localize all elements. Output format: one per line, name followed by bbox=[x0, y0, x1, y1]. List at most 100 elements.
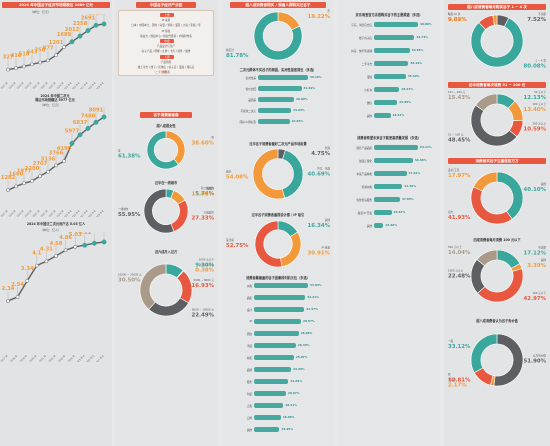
d_c3c-name-0: 其他 bbox=[325, 218, 331, 222]
col1-chart1-unit: （单位：亿元） bbox=[30, 10, 52, 14]
d_gender-name-0: 男 bbox=[211, 135, 214, 139]
c3bar1-value-1: 31.50% bbox=[303, 86, 316, 91]
c1-point-9 bbox=[77, 33, 83, 39]
d_c5e-value-1: 2.17% bbox=[448, 383, 467, 389]
c3-label-0: 2.34 bbox=[2, 286, 15, 292]
c1-point-6 bbox=[54, 53, 58, 58]
c4bar2-value-2: 47.42% bbox=[408, 171, 421, 176]
d_gender-value-0: 38.60% bbox=[192, 140, 215, 146]
c4bar2-label-2: 丰富产品种类 bbox=[356, 172, 372, 176]
c4bar1-value-1: 44.73% bbox=[416, 35, 428, 40]
c3bar2-label-4: 周边 bbox=[246, 332, 252, 336]
d_c3b-name-1: 中立、乐观 bbox=[317, 166, 330, 170]
d_c5c-slice-2 bbox=[473, 171, 498, 192]
chain-line-0: 上游 bbox=[160, 13, 174, 17]
c2-point-7 bbox=[62, 159, 66, 164]
d_c5a-value-0: 7.52% bbox=[527, 17, 546, 23]
d_city-name-3: 一线城市 bbox=[118, 207, 129, 211]
d_c5e-name-1: 不知道 bbox=[448, 378, 456, 382]
c3-point-10 bbox=[101, 239, 107, 245]
col4-bar1: 京东、淘宝官方店 48.80% 线下谷子店 44.73% 抖音、快手等直播 39.55% 二… bbox=[338, 22, 440, 132]
c3bar2-label-3: IP bbox=[249, 319, 252, 323]
d_city-slice-3 bbox=[143, 188, 175, 234]
c3-tick-6: 2023 年 bbox=[57, 353, 67, 362]
chain-line-4: 版权方 / 授权中心 / 授权代理商 / 内容制作商 bbox=[140, 34, 192, 38]
c3bar2-label-11: 口碑 bbox=[246, 416, 252, 420]
chain-line-11: 消费者 bbox=[162, 71, 170, 75]
d_c5e-name-2: 否 bbox=[448, 373, 451, 377]
d_c5c-slice-0 bbox=[496, 171, 524, 220]
d_c5c-name-2: 美术/工具 bbox=[448, 168, 460, 172]
col5-hdr1: 超八成消费者每月购买谷子 1 ~ 4 次 bbox=[448, 4, 546, 10]
chain-line-10: 线上平台 / 线下 / 实体店 / 谷子店 / 漫展 / 潮玩店 bbox=[137, 66, 195, 69]
c4bar2-value-0: 64.14% bbox=[420, 145, 432, 150]
c4bar1-label-3: 二手平台 bbox=[361, 62, 372, 66]
c3-point-3 bbox=[34, 263, 39, 268]
c3-tick-9: 2026 年 E bbox=[84, 354, 95, 362]
c3bar1-value-0: 36.16% bbox=[310, 75, 322, 80]
c4bar1-bar-5 bbox=[374, 87, 400, 92]
c4bar2-bar-3 bbox=[374, 184, 403, 189]
c1-tick-1: 2018 年 bbox=[7, 80, 17, 89]
d_gender-slice-0 bbox=[165, 130, 186, 165]
col3-donut2-title: 过半谷子消费者看好二次元产品市场前景 bbox=[249, 142, 307, 146]
c1-label-4: 758 bbox=[35, 47, 46, 53]
c3bar2-value-12: 15.95% bbox=[281, 427, 294, 432]
d_c3a-value-0: 18.22% bbox=[308, 14, 331, 20]
d_gender-value-1: 61.38% bbox=[118, 154, 141, 160]
c3-label-5: 4.58 bbox=[50, 241, 63, 247]
d_c5a-name-3: 每天 bbox=[448, 12, 454, 16]
col1-chart3-svg: 2.34 2017 年 2.54 2018 年 3.34 2019 年 4.1 2020 年 4… bbox=[0, 232, 111, 362]
c1-point-4 bbox=[38, 60, 42, 65]
c1-tick-11: 2028 年 E bbox=[86, 81, 97, 89]
d_c3b-value-1: 40.69% bbox=[308, 171, 331, 177]
d_c5b-slice-3 bbox=[470, 104, 518, 147]
d_income-value-4: 30.50% bbox=[118, 278, 141, 284]
c1-tick-8: 2025 年 E bbox=[62, 81, 73, 89]
d_c5d-name-1: 其他 bbox=[541, 258, 547, 262]
chain-line-8: 下游 bbox=[160, 54, 174, 59]
d_c5e-value-3: 33.12% bbox=[448, 344, 471, 350]
c2-label-5: 3136 bbox=[41, 157, 56, 163]
c3bar1-label-4: 同好/人群标签 bbox=[239, 120, 256, 124]
c1-label-12: 3089 bbox=[97, 14, 112, 15]
d_c3a-slice-0 bbox=[277, 11, 301, 31]
c4bar2-value-5: 25.54% bbox=[393, 210, 406, 215]
c3bar2-value-1: 32.21% bbox=[307, 295, 319, 300]
c3-point-6 bbox=[63, 248, 68, 253]
c2-label-6: 3766 bbox=[49, 150, 64, 156]
chain-box: 上游 IP 来源 日本 / 中国本土、国外 / 动漫 / 游戏 / 漫画 / 小说 … bbox=[118, 10, 214, 76]
c1-point-1 bbox=[14, 66, 18, 71]
d_c5a-slice-1 bbox=[470, 17, 524, 68]
d_c3a-name-0: 否 bbox=[327, 9, 330, 13]
d_gender-name-1: 女 bbox=[118, 149, 121, 153]
d_c5b-name-4: 101 ~ 200 元 bbox=[448, 90, 466, 94]
c3bar2-value-3: 29.57% bbox=[303, 319, 315, 324]
gender-donut: 男38.60% 女61.38% bbox=[118, 130, 215, 170]
c1-tick-0: 2017 年 bbox=[0, 80, 9, 89]
c2-label-7: 4190 bbox=[57, 146, 72, 152]
chain-line-3: IP 授权 bbox=[161, 29, 171, 33]
c2-tick-4: 2021 年 bbox=[31, 208, 41, 217]
d_c3c-value-1: 30.91% bbox=[308, 251, 331, 257]
d_c5c-slice-1 bbox=[470, 186, 513, 225]
c3-point-0 bbox=[6, 299, 10, 303]
c4bar2-bar-6 bbox=[374, 223, 384, 228]
d_c5b-value-0: 12.13% bbox=[524, 95, 547, 101]
c3-label-8: 5.11 bbox=[78, 232, 91, 236]
col3-bar2: 价格 33.93% 品质 32.21% 设计 31.57% IP 29.57% 周边 28.08%… bbox=[222, 283, 334, 443]
d_c5b-value-1: 13.40% bbox=[524, 107, 547, 113]
d_c5a-name-1: 1 ~ 4 次 bbox=[535, 59, 546, 63]
c3bar2-value-5: 26.35% bbox=[297, 343, 310, 348]
d_city-value-1: 11.01% bbox=[192, 191, 215, 197]
c2-tick-6: 2023 年 bbox=[47, 208, 57, 217]
d_gender-slice-1 bbox=[146, 130, 179, 170]
col3-donut3-title: 过半谷子消费者重视设计感 / IP 吸引 bbox=[251, 213, 305, 217]
c1-label-10: 2691 bbox=[81, 16, 96, 22]
d_income-name-0: 5000 元以下 bbox=[199, 258, 215, 262]
col3-bar1: 实用性差 36.16% 性价比低 31.50% 品质差 26.08% 不喜欢二次元 23.93… bbox=[222, 75, 334, 135]
d_c3b-name-0: 悲观 bbox=[325, 146, 331, 150]
c2-label-3: 2200 bbox=[25, 166, 40, 172]
c4bar1-label-6: 微信 bbox=[366, 101, 372, 105]
